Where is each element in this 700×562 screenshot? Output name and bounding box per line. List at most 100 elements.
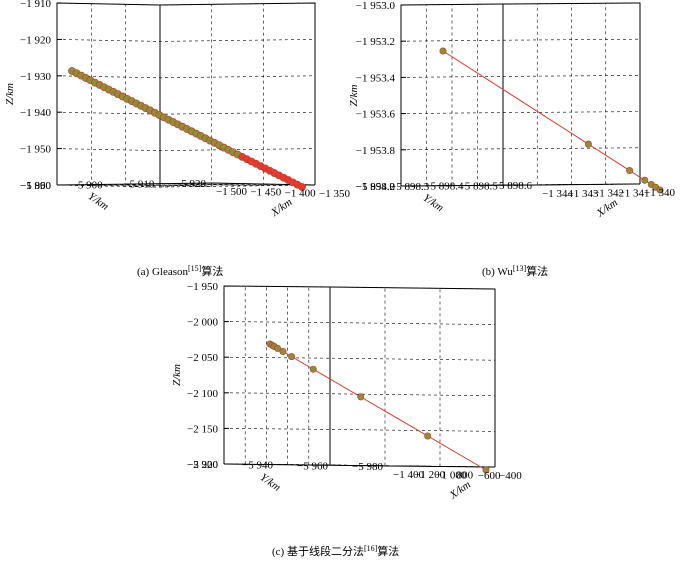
z-tick-label: −2 100 bbox=[187, 388, 218, 400]
y-tick-label: −5 920 bbox=[175, 178, 206, 190]
data-point bbox=[439, 47, 447, 55]
data-point bbox=[424, 432, 432, 440]
z-tick-label: −2 200 bbox=[187, 459, 218, 471]
panel-c: −1 950−2 000−2 050−2 100−2 150−2 200−5 9… bbox=[171, 281, 522, 502]
y-gridline-floor bbox=[56, 184, 161, 188]
caption-a: (a) Gleason[15]算法 bbox=[137, 264, 223, 278]
series-line bbox=[442, 50, 661, 191]
panel-b: −1 953.0 −1 953.2 −1 953.4 −1 953.6 −1 953.8… bbox=[348, 0, 675, 220]
y-tick-label: −5 980 bbox=[352, 461, 383, 473]
z-tick-label: −1 940 bbox=[20, 107, 51, 119]
x-gridline-floor bbox=[329, 464, 390, 467]
x-tick-label: −1 450 bbox=[250, 187, 281, 199]
z-gridline bbox=[223, 321, 496, 325]
z-axis-label: Z/km bbox=[4, 83, 16, 105]
z-tick-label: −1 953.2 bbox=[356, 36, 395, 48]
x-tick-label: −400 bbox=[499, 470, 522, 482]
z-tick-label: −2 000 bbox=[187, 317, 218, 329]
z-gridline bbox=[223, 356, 496, 361]
z-gridline bbox=[400, 111, 641, 114]
box-outline-back bbox=[56, 2, 316, 185]
z-tick-label: −1 960 bbox=[20, 180, 51, 192]
x-tick-label: −600 bbox=[478, 470, 501, 482]
z-gridline bbox=[223, 285, 496, 290]
x-tick-label: −1 200 bbox=[414, 469, 445, 481]
x-gridline-floor bbox=[91, 184, 281, 186]
caption-b: (b) Wu[13]算法 bbox=[482, 264, 548, 278]
data-point bbox=[274, 344, 282, 352]
data-point bbox=[656, 186, 664, 194]
z-tick-label: −2 050 bbox=[187, 352, 218, 364]
box-outline-back bbox=[223, 285, 496, 467]
data-point bbox=[309, 365, 317, 373]
z-gridline bbox=[223, 392, 496, 397]
box-outline-back bbox=[400, 2, 641, 186]
y-tick-label: −5 910 bbox=[123, 179, 154, 191]
z-tick-label: −1 910 bbox=[20, 0, 51, 10]
data-point bbox=[279, 348, 287, 356]
x-tick-label: −1 340 bbox=[644, 187, 675, 199]
data-point bbox=[357, 393, 365, 401]
y-axis-label: Y/km bbox=[86, 190, 111, 212]
y-gridline-floor bbox=[537, 183, 641, 186]
y-tick-label: −5 898.2 bbox=[356, 181, 395, 193]
x-gridline-floor bbox=[426, 183, 615, 187]
z-gridline bbox=[56, 148, 316, 151]
z-tick-label: −1 950 bbox=[20, 144, 51, 156]
z-gridline bbox=[223, 428, 496, 432]
data-point bbox=[584, 140, 592, 148]
x-gridline-floor bbox=[266, 464, 453, 467]
data-point bbox=[298, 183, 306, 191]
x-axis-label: X/km bbox=[594, 197, 620, 220]
y-tick-label: −5 960 bbox=[297, 460, 328, 472]
data-point bbox=[641, 176, 649, 184]
z-tick-label: −1 953.0 bbox=[356, 0, 396, 12]
y-tick-label: −5 898.6 bbox=[493, 180, 533, 192]
z-tick-label: −1 953.6 bbox=[356, 109, 396, 121]
z-gridline bbox=[56, 75, 316, 79]
y-gridline-floor bbox=[108, 184, 212, 187]
y-tick-label: −5 900 bbox=[72, 179, 103, 191]
z-tick-label: −1 930 bbox=[20, 71, 51, 83]
z-gridline bbox=[400, 38, 641, 42]
y-tick-label: −5 898.5 bbox=[459, 180, 499, 192]
z-gridline bbox=[56, 39, 316, 42]
x-axis-label: X/km bbox=[268, 196, 294, 219]
series-line bbox=[269, 343, 487, 471]
x-tick-label: −1 400 bbox=[393, 469, 424, 481]
x-axis-label: X/km bbox=[447, 479, 473, 502]
z-tick-label: −1 953.8 bbox=[356, 145, 396, 157]
x-tick-label: −1 341 bbox=[619, 187, 650, 199]
z-tick-label: −2 150 bbox=[187, 423, 218, 435]
y-gridline-floor bbox=[160, 183, 264, 186]
data-point bbox=[288, 353, 296, 361]
x-gridline-floor bbox=[400, 183, 641, 187]
z-axis-label: Z/km bbox=[348, 84, 360, 106]
z-gridline bbox=[400, 75, 641, 78]
y-tick-label: −5 898.3 bbox=[390, 181, 430, 193]
y-axis-label: Y/km bbox=[421, 192, 446, 214]
x-tick-label: −1 344 bbox=[542, 188, 573, 200]
y-axis-label: Y/km bbox=[258, 471, 283, 493]
x-tick-label: −1 342 bbox=[593, 188, 624, 200]
data-point bbox=[482, 466, 490, 474]
z-tick-label: −1 954.0 bbox=[356, 181, 396, 193]
caption-c: (c) 基于线段二分法[16]算法 bbox=[272, 544, 399, 558]
x-tick-label: −1 400 bbox=[285, 187, 316, 199]
panel-a: −1 910 −1 920 −1 930 −1 940 −1 950 −1 960−5 8… bbox=[4, 0, 350, 220]
x-tick-label: −1 350 bbox=[319, 188, 350, 200]
x-gridline-floor bbox=[308, 464, 411, 467]
y-tick-label: −5 940 bbox=[242, 460, 273, 472]
x-tick-label: 800 bbox=[457, 470, 474, 482]
z-axis-label: Z/km bbox=[171, 364, 183, 386]
x-gridline-floor bbox=[159, 182, 213, 188]
x-tick-label: −1 000 bbox=[435, 469, 466, 481]
x-tick-label: −1 343 bbox=[568, 188, 599, 200]
z-tick-label: −1 953.4 bbox=[356, 72, 396, 84]
z-gridline bbox=[400, 147, 641, 151]
y-tick-label: −5 898.4 bbox=[424, 181, 464, 193]
y-tick-label: −5 920 bbox=[187, 459, 218, 471]
data-point bbox=[626, 167, 634, 175]
x-tick-label: −1 500 bbox=[216, 186, 247, 198]
